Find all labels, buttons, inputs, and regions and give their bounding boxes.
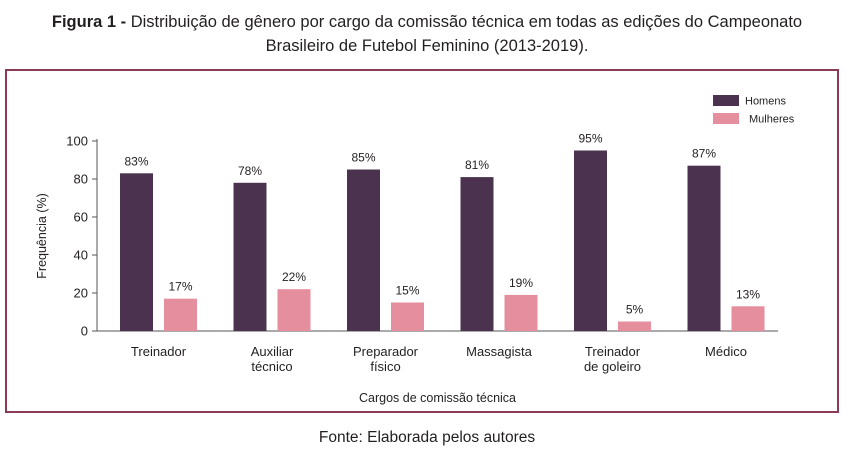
legend-label-homens: Homens	[745, 96, 786, 108]
x-axis-label: Cargos de comissão técnica	[359, 391, 516, 405]
bar-homens-3	[460, 177, 494, 331]
category-label-2: Preparador	[353, 344, 419, 359]
figure-caption: Figura 1 - Distribuição de gênero por ca…	[0, 10, 854, 58]
data-label-homens-4: 95%	[578, 132, 602, 146]
category-label-1: técnico	[251, 359, 292, 374]
category-label-4: de goleiro	[584, 359, 641, 374]
bar-mulheres-1	[277, 289, 311, 331]
bar-homens-1	[233, 182, 267, 331]
data-label-mulheres-2: 15%	[395, 284, 419, 298]
y-tick-label: 40	[74, 248, 88, 263]
legend-swatch-mulheres	[713, 113, 739, 124]
bar-homens-0	[120, 173, 153, 331]
y-tick-label: 20	[74, 286, 88, 301]
data-label-mulheres-1: 22%	[282, 270, 306, 284]
y-tick-label: 0	[81, 324, 88, 339]
data-label-homens-0: 83%	[124, 154, 148, 168]
bar-homens-4	[574, 150, 607, 331]
y-tick-label: 100	[66, 134, 88, 149]
data-label-homens-1: 78%	[238, 164, 262, 178]
category-label-2: físico	[370, 359, 400, 374]
category-label-5: Médico	[705, 344, 747, 359]
data-label-mulheres-4: 5%	[626, 303, 644, 317]
bar-mulheres-3	[504, 294, 538, 331]
chart-frame: 0 20 40 60 80 100 Frequência (%) 83% 17% Treinado…	[5, 69, 839, 413]
bar-mulheres-4	[618, 321, 651, 331]
legend-label-mulheres: Mulheres	[749, 114, 795, 126]
bar-homens-2	[347, 169, 380, 331]
bar-chart: 0 20 40 60 80 100 Frequência (%) 83% 17% Treinado…	[35, 95, 795, 405]
data-label-homens-2: 85%	[351, 151, 375, 165]
data-label-homens-5: 87%	[692, 147, 716, 161]
category-label-4: Treinador	[585, 344, 641, 359]
caption-text-1: Distribuição de gênero por cargo da comi…	[130, 13, 803, 31]
bar-homens-5	[687, 165, 721, 331]
y-axis-label: Frequência (%)	[35, 193, 49, 278]
data-label-mulheres-3: 19%	[509, 276, 533, 290]
caption-line-1: Figura 1 - Distribuição de gênero por ca…	[0, 10, 854, 34]
figure-source: Fonte: Elaborada pelos autores	[318, 429, 536, 446]
bar-mulheres-2	[391, 302, 424, 331]
data-label-mulheres-0: 17%	[168, 280, 192, 294]
bar-mulheres-5	[731, 306, 765, 331]
caption-line-2: Brasileiro de Futebol Feminino (2013-201…	[265, 37, 589, 55]
y-tick-label: 60	[74, 210, 88, 225]
category-label-0: Treinador	[131, 344, 187, 359]
bar-mulheres-0	[164, 298, 197, 331]
legend-swatch-homens	[713, 95, 739, 106]
category-label-3: Massagista	[466, 344, 533, 359]
category-label-1: Auxiliar	[251, 344, 294, 359]
data-label-mulheres-5: 13%	[736, 287, 760, 301]
y-tick-label: 80	[74, 172, 88, 187]
data-label-homens-3: 81%	[465, 158, 489, 172]
figure-label: Figura 1 -	[51, 13, 131, 31]
